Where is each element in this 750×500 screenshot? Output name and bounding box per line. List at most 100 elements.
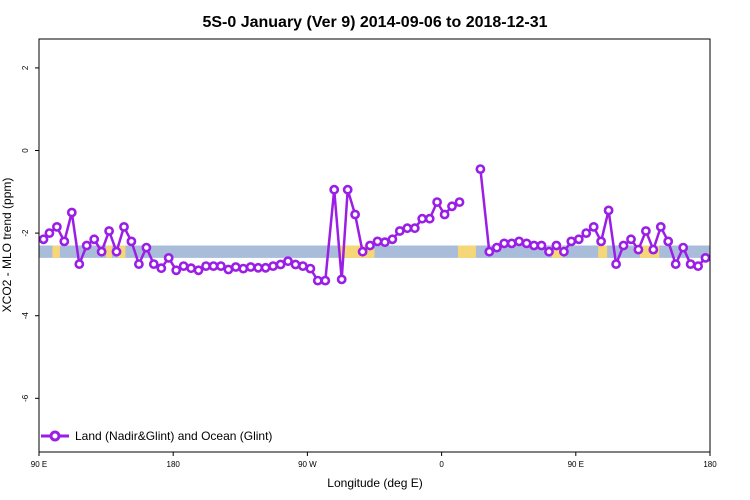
data-point [633, 244, 644, 255]
x-tick-label: 180 [167, 460, 181, 469]
x-tick-label: 0 [439, 460, 444, 469]
data-point [320, 275, 331, 286]
data-point [655, 221, 666, 232]
x-axis: 90 E 180 90 W 0 90 E 180 [31, 452, 717, 469]
y-tick-label: -2 [21, 229, 30, 237]
data-point [357, 246, 368, 257]
x-axis-label: Longitude (deg E) [327, 476, 422, 490]
data-point [52, 221, 62, 232]
data-point [336, 274, 347, 285]
data-point [193, 265, 204, 276]
data-point [74, 259, 85, 269]
data-point [44, 228, 55, 238]
chart-title: 5S-0 January (Ver 9) 2014-09-06 to 2018-… [202, 14, 547, 31]
data-point [148, 259, 159, 269]
data-point [201, 261, 211, 271]
data-point [387, 234, 398, 245]
data-point [514, 236, 524, 247]
data-point [685, 259, 696, 269]
data-point [104, 226, 114, 236]
y-tick-label: -6 [21, 394, 30, 402]
data-point [499, 238, 510, 249]
data-point [133, 259, 144, 269]
data-point [409, 223, 420, 234]
data-point [588, 221, 599, 232]
legend-label: Land (Nadir&Glint) and Ocean (Glint) [75, 429, 272, 443]
data-point [290, 259, 301, 270]
series-layer [38, 164, 711, 286]
data-point [312, 275, 323, 286]
data-point [350, 209, 360, 220]
data-point [475, 164, 486, 174]
land-patch [598, 245, 608, 258]
data-point [59, 236, 70, 247]
data-point [260, 262, 271, 273]
data-point [342, 184, 353, 195]
data-point [618, 240, 629, 251]
data-point [38, 234, 49, 245]
plot-frame [38, 38, 711, 453]
data-point [379, 237, 390, 248]
data-point [394, 226, 405, 236]
data-point [603, 205, 614, 216]
x-tick-label: 90 E [31, 460, 47, 469]
data-point [156, 263, 167, 274]
data-point [581, 228, 592, 238]
land-patch [118, 245, 126, 258]
data-point [329, 184, 340, 195]
data-point [245, 262, 256, 272]
data-point [275, 259, 286, 270]
data-point [439, 209, 450, 220]
data-point [305, 263, 316, 274]
data-point [230, 262, 241, 272]
data-point [96, 246, 107, 257]
y-tick-label: 0 [21, 148, 30, 153]
x-tick-label: 180 [703, 460, 717, 469]
data-point [283, 256, 293, 267]
data-point [559, 246, 569, 257]
data-point [670, 259, 681, 269]
y-axis: 2 0 -2 -4 -6 [21, 65, 39, 402]
land-patch [52, 245, 60, 258]
data-point [417, 213, 428, 224]
data-point [163, 252, 174, 263]
data-point [693, 261, 703, 271]
land-patch [551, 245, 563, 258]
data-point [544, 246, 554, 257]
data-point [89, 234, 100, 245]
data-point [529, 240, 539, 251]
data-point [402, 223, 413, 234]
data-point [268, 261, 278, 271]
y-tick-label: -4 [21, 312, 30, 320]
data-point [573, 234, 584, 245]
data-point [81, 240, 92, 251]
data-point [111, 246, 122, 257]
data-point [611, 259, 621, 269]
data-point [238, 263, 249, 274]
data-point [119, 221, 129, 232]
data-point [506, 238, 517, 249]
data-point [215, 261, 226, 271]
legend: Land (Nadir&Glint) and Ocean (Glint) [41, 429, 272, 443]
data-point [566, 236, 577, 247]
data-point [178, 261, 189, 271]
y-tick-label: 2 [21, 65, 30, 70]
data-point [365, 240, 375, 251]
y-axis-label: XCO2 - MLO trend (ppm) [0, 178, 14, 313]
data-point [372, 236, 383, 247]
data-point [432, 197, 442, 207]
data-point [551, 240, 562, 251]
land-patch [106, 245, 113, 258]
data-point [626, 234, 636, 245]
data-point [141, 242, 152, 253]
data-point [641, 226, 651, 236]
data-point [596, 236, 606, 247]
data-point [126, 236, 137, 247]
data-point [484, 246, 495, 257]
data-point [648, 244, 659, 255]
data-point [700, 252, 711, 263]
data-point [171, 265, 182, 276]
data-point [447, 201, 457, 212]
data-point [663, 236, 674, 247]
